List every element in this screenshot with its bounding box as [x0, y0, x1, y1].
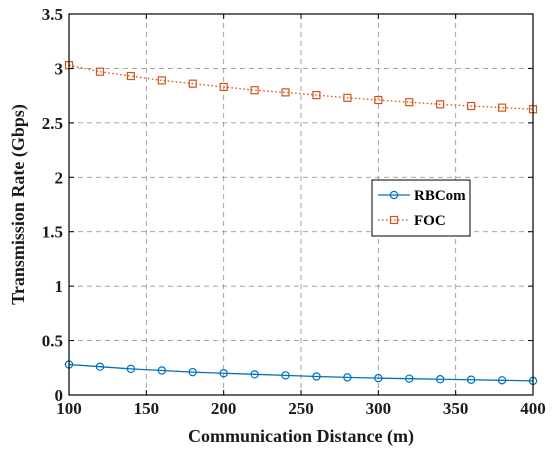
data-point-rbcom — [374, 373, 383, 383]
series-rbcom — [64, 360, 538, 386]
x-tick-label: 150 — [134, 399, 160, 418]
y-tick-label: 0 — [55, 386, 64, 405]
data-point-foc — [250, 86, 259, 95]
x-tick-label: 300 — [366, 399, 392, 418]
x-tick-label: 200 — [211, 399, 237, 418]
data-point-rbcom — [436, 375, 445, 384]
data-point-foc — [188, 79, 197, 88]
x-tick-label: 350 — [443, 399, 469, 418]
legend-label: FOC — [414, 213, 446, 229]
legend-label: RBCom — [414, 188, 466, 204]
x-tick-label: 250 — [288, 399, 314, 418]
data-point-rbcom — [95, 362, 105, 371]
data-point-rbcom — [405, 374, 414, 383]
data-point-foc — [405, 98, 414, 107]
data-point-rbcom — [343, 373, 352, 382]
data-point-foc — [219, 82, 228, 92]
y-tick-label: 1.5 — [42, 223, 63, 242]
axis-ticks: 100 150 200 250 300 350 400 0 0.5 1 1.5 2 2.5 3 3.5 — [42, 5, 546, 418]
y-tick-label: 2.5 — [42, 114, 63, 133]
data-point-rbcom — [312, 372, 321, 381]
series-line-foc — [68, 64, 534, 110]
data-point-foc — [467, 101, 476, 111]
data-point-rbcom — [126, 364, 136, 374]
data-point-foc — [281, 88, 290, 97]
data-point-foc — [126, 71, 135, 81]
legend-entry-foc: FOC — [378, 213, 446, 229]
data-point-rbcom — [466, 375, 476, 384]
data-point-rbcom — [250, 370, 259, 379]
data-point-rbcom — [219, 369, 228, 378]
data-point-foc — [343, 93, 352, 102]
y-axis-title: Transmission Rate (Gbps) — [8, 104, 29, 305]
x-tick-label: 400 — [520, 399, 546, 418]
data-point-rbcom — [188, 367, 197, 377]
data-point-foc — [312, 90, 321, 100]
x-axis-title: Communication Distance (m) — [188, 426, 414, 447]
y-tick-label: 0.5 — [42, 332, 63, 351]
legend: RBCom FOC — [371, 179, 471, 237]
data-point-foc — [497, 103, 507, 112]
data-point-rbcom — [497, 376, 507, 385]
series-line-rbcom — [68, 363, 534, 382]
legend-box — [371, 179, 471, 237]
data-point-foc — [436, 100, 445, 109]
series-layer — [64, 61, 538, 386]
y-tick-label: 1 — [55, 277, 64, 296]
x-tick-label: 100 — [56, 399, 82, 418]
data-point-foc — [157, 76, 166, 85]
data-point-rbcom — [157, 366, 166, 375]
data-point-rbcom — [281, 371, 290, 380]
legend-entry-rbcom: RBCom — [378, 188, 466, 204]
legend-swatch-marker — [389, 190, 399, 200]
legend-swatch-marker — [389, 215, 399, 225]
y-tick-label: 3.5 — [42, 5, 63, 24]
y-tick-label: 3 — [55, 59, 64, 78]
y-tick-label: 2 — [55, 168, 64, 187]
data-point-foc — [374, 95, 383, 105]
data-point-foc — [95, 67, 105, 76]
